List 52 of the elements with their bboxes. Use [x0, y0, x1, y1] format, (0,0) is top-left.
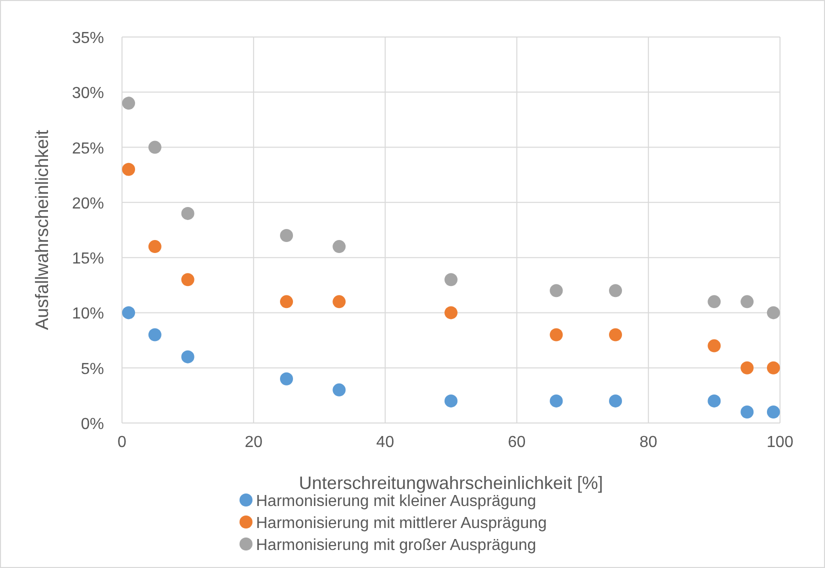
point — [148, 240, 162, 254]
x-tick-label: 100 — [766, 434, 794, 451]
x-tick-label: 60 — [508, 434, 526, 451]
point — [332, 383, 346, 396]
y-tick-label: 35% — [72, 30, 104, 47]
point — [708, 394, 721, 408]
point — [444, 394, 458, 408]
point — [280, 372, 293, 386]
point — [550, 284, 563, 298]
point — [122, 162, 136, 176]
point — [148, 328, 162, 342]
legend-label: Harmonisierung mit kleiner Ausprägung — [256, 493, 536, 510]
y-tick-label: 30% — [72, 85, 104, 102]
y-tick-label: 5% — [80, 360, 104, 378]
legend-label: Harmonisierung mit mittlerer Ausprägung — [256, 515, 547, 532]
point — [181, 350, 194, 364]
x-axis-title: Unterschreitungwahrscheinlichkeit [%] — [298, 473, 604, 493]
point — [708, 339, 721, 352]
point — [280, 229, 293, 242]
y-axis-title: Ausfallwahrscheinlichkeit — [32, 130, 52, 330]
point — [181, 206, 194, 220]
y-tick-label: 10% — [72, 306, 104, 323]
point — [766, 306, 780, 320]
x-tick-label: 40 — [376, 434, 394, 451]
point — [740, 295, 754, 308]
x-tick-label: 0 — [118, 434, 127, 451]
point — [332, 240, 346, 254]
y-tick-label: 25% — [72, 140, 104, 158]
point — [740, 361, 754, 374]
point — [550, 394, 563, 408]
point — [148, 140, 162, 154]
point — [122, 306, 136, 320]
point — [609, 284, 622, 298]
y-tick-label: 15% — [72, 250, 104, 268]
point — [280, 295, 293, 308]
point — [766, 405, 780, 418]
point — [740, 405, 754, 418]
point — [181, 273, 194, 286]
point — [122, 96, 136, 110]
x-tick-label: 80 — [640, 434, 658, 451]
point — [444, 273, 458, 286]
point — [332, 295, 346, 308]
y-tick-label: 0% — [80, 416, 104, 433]
point — [550, 328, 563, 342]
point — [609, 328, 622, 342]
point — [444, 306, 458, 320]
point — [708, 295, 721, 308]
y-tick-label: 20% — [72, 195, 104, 212]
point — [766, 361, 780, 374]
x-tick-label: 20 — [244, 434, 263, 451]
point — [609, 394, 622, 408]
legend-label: Harmonisierung mit großer Ausprägung — [256, 537, 536, 554]
